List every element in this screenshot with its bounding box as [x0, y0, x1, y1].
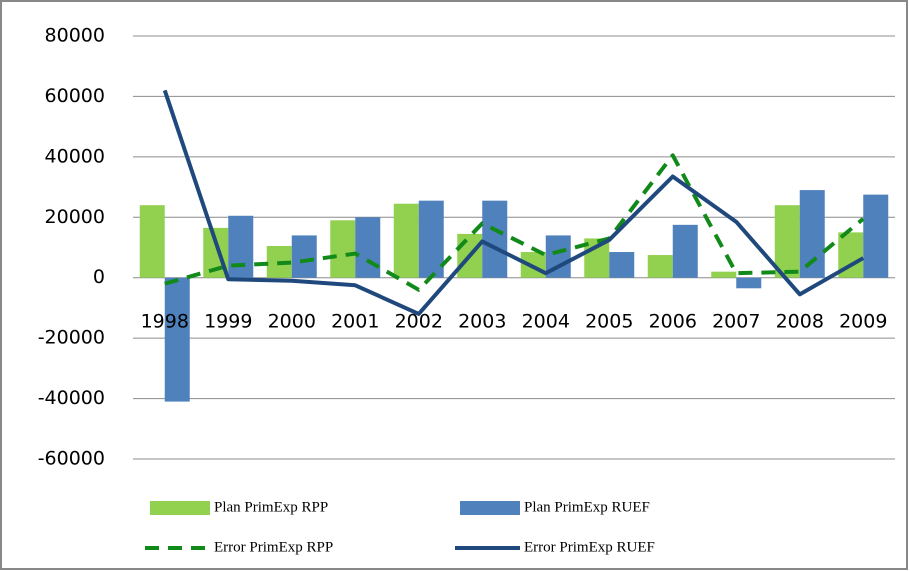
legend-label: Plan PrimExp RPP — [214, 499, 328, 515]
x-tick-label: 2001 — [331, 311, 379, 333]
y-tick-label: 60000 — [45, 85, 105, 107]
bar — [228, 215, 254, 278]
legend-label: Error PrimExp RPP — [214, 539, 333, 555]
legend-label: Error PrimExp RUEF — [524, 539, 655, 555]
x-tick-label: 2000 — [268, 311, 316, 333]
bar — [774, 205, 800, 278]
y-tick-label: 80000 — [45, 25, 105, 47]
bar — [609, 252, 635, 278]
x-tick-label: 2006 — [649, 311, 697, 333]
x-tick-label: 1999 — [204, 311, 252, 333]
legend-label: Plan PrimExp RUEF — [524, 499, 650, 515]
y-tick-label: 0 — [93, 266, 105, 288]
bar — [139, 205, 165, 278]
bar — [672, 224, 698, 278]
y-tick-label: -60000 — [38, 448, 105, 470]
legend-swatch — [150, 501, 210, 515]
bar — [393, 203, 419, 278]
y-tick-label: 40000 — [45, 145, 105, 167]
x-tick-label: 1998 — [141, 311, 189, 333]
legend-swatch — [460, 501, 520, 515]
bar — [355, 217, 381, 278]
bar — [330, 220, 356, 278]
x-tick-label: 2003 — [458, 311, 506, 333]
bar — [799, 190, 825, 278]
y-tick-label: -40000 — [38, 387, 105, 409]
line-series — [162, 89, 865, 316]
x-tick-label: 2004 — [522, 311, 570, 333]
line-series — [164, 153, 865, 292]
bar — [647, 255, 673, 278]
y-tick-label: 20000 — [45, 206, 105, 228]
bar — [736, 277, 762, 289]
x-tick-label: 2009 — [839, 311, 887, 333]
bar — [711, 271, 737, 278]
bar — [863, 194, 889, 278]
x-tick-label: 2007 — [712, 311, 760, 333]
y-tick-label: -20000 — [38, 327, 105, 349]
bar — [418, 200, 444, 278]
bar — [291, 235, 317, 278]
bar — [482, 200, 508, 278]
x-tick-label: 2008 — [776, 311, 824, 333]
bar — [164, 277, 190, 402]
x-tick-label: 2005 — [585, 311, 633, 333]
x-tick-label: 2002 — [395, 311, 443, 333]
